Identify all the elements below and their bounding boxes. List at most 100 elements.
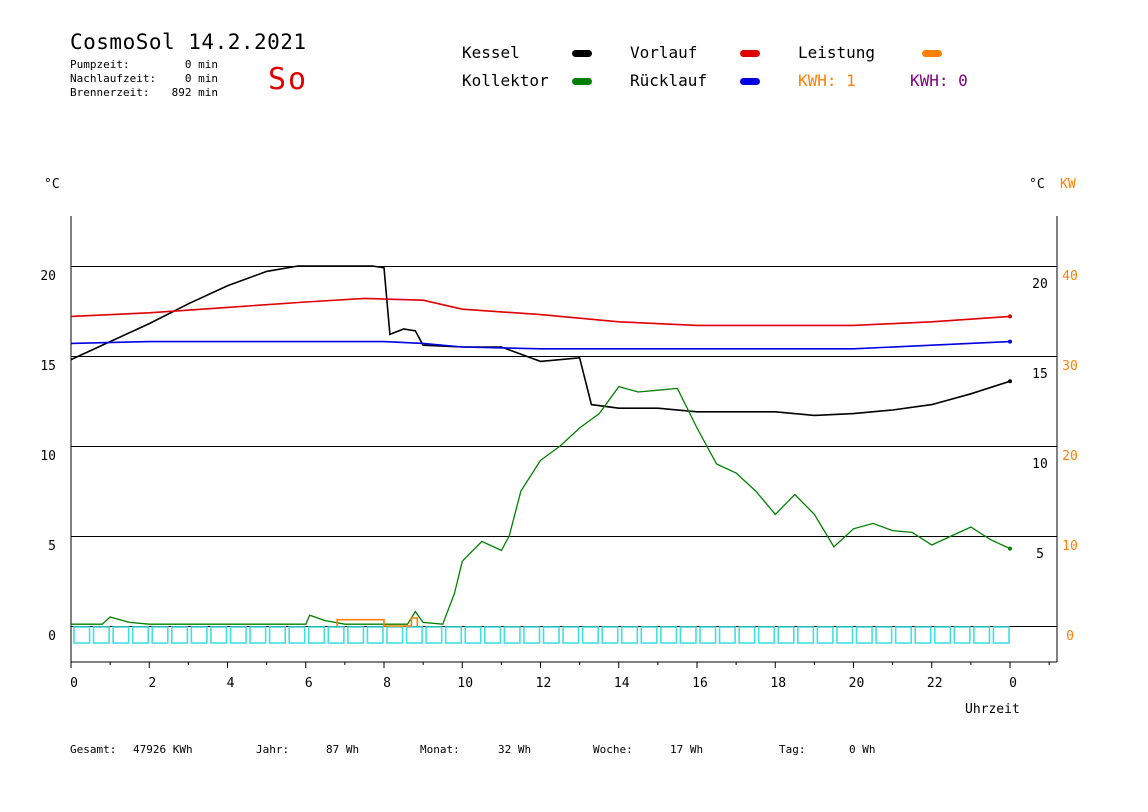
legend-swatch-leistung (922, 50, 942, 57)
series-line-kessel (70, 265, 1011, 417)
stat-label-brennerzeit: Brennerzeit: (70, 86, 150, 99)
day-label: So (268, 62, 309, 97)
left-tick-label: 10 (40, 449, 56, 464)
pump-cycle-mark (112, 626, 130, 644)
right-tick-label-c: 10 (1032, 457, 1048, 472)
series-line-kollektor (71, 385, 1011, 625)
x-tick-label: 18 (770, 676, 786, 691)
pump-cycle-mark (953, 626, 971, 644)
pump-cycle-mark (249, 626, 267, 644)
series-line-vorlauf (70, 297, 1011, 327)
pump-cycle-mark (386, 626, 404, 644)
stat-label-pumpzeit: Pumpzeit: (70, 58, 130, 71)
left-tick-label: 20 (40, 269, 56, 284)
pump-cycle-mark (660, 626, 678, 644)
legend-kwh-1: KWH: 1 (798, 71, 856, 90)
legend-vorlauf: Vorlauf (630, 43, 698, 62)
pump-cycle-mark (757, 626, 776, 644)
pump-cycle-mark (836, 626, 854, 644)
series-line-leistung (336, 617, 419, 627)
stat-value-pumpzeit: 0 min (184, 58, 218, 71)
legend-leistung: Leistung (798, 43, 876, 62)
pump-cycle-mark (797, 626, 815, 644)
pump-cycle-mark (699, 626, 717, 644)
pump-cycle-mark (503, 626, 521, 644)
pump-cycle-mark (894, 626, 912, 644)
pump-cycle-mark (542, 626, 560, 644)
footer-woche-value: 17 Wh (670, 743, 704, 756)
pump-cycle-mark (855, 626, 873, 644)
pump-cycle-mark (171, 626, 189, 644)
right-axis-unit-c: °C (1029, 177, 1045, 192)
legend-swatch-ruecklauf (740, 78, 760, 85)
x-tick-label: 4 (227, 676, 235, 691)
x-tick-label: 10 (457, 676, 473, 691)
footer-monat-value: 32 Wh (498, 743, 532, 756)
pump-cycle-mark (464, 626, 482, 644)
right-tick-label-kw: 20 (1062, 449, 1078, 464)
pump-cycle-mark (620, 626, 639, 644)
legend-swatch-vorlauf (740, 50, 760, 57)
footer-tag-value: 0 Wh (849, 743, 876, 756)
right-tick-label-c: 5 (1036, 547, 1044, 562)
footer-jahr-value: 87 Wh (326, 743, 360, 756)
x-tick-label: 0 (1009, 676, 1017, 691)
x-tick-label: 20 (849, 676, 865, 691)
legend-kwh-2: KWH: 0 (910, 71, 968, 90)
pump-cycle-mark (718, 626, 736, 644)
left-tick-label: 5 (48, 539, 56, 554)
right-axis-unit-kw: KW (1060, 177, 1076, 192)
x-axis-label: Uhrzeit (965, 702, 1020, 717)
right-tick-label-kw: 30 (1062, 359, 1078, 374)
pump-cycle-mark (992, 626, 1010, 644)
pump-cycle-mark (875, 626, 893, 644)
stat-value-brennerzeit: 892 min (171, 86, 218, 99)
legend-swatch-kollektor (572, 78, 592, 85)
pump-cycle-mark (601, 626, 619, 644)
pump-cycle-mark (268, 626, 286, 644)
pump-cycle-mark (307, 626, 326, 644)
right-tick-label-kw: 10 (1062, 539, 1078, 554)
pump-cycle-mark (816, 626, 834, 644)
legend-kollektor: Kollektor (462, 71, 549, 90)
pump-cycle-mark (190, 626, 208, 644)
pump-cycle-mark (73, 626, 91, 644)
pump-cycle-mark (92, 626, 110, 644)
left-axis-unit: °C (44, 177, 60, 192)
footer-jahr-label: Jahr: (256, 743, 290, 756)
pump-cycle-mark (151, 626, 169, 644)
x-tick-label: 0 (70, 676, 78, 691)
series-line-ruecklauf (70, 340, 1011, 350)
footer-woche-label: Woche: (593, 743, 633, 756)
stat-label-nachlaufzeit: Nachlaufzeit: (70, 72, 157, 85)
x-tick-label: 16 (692, 676, 708, 691)
legend-swatch-kessel (572, 50, 592, 57)
footer-tag-label: Tag: (779, 743, 806, 756)
legend-kessel: Kessel (462, 43, 520, 62)
footer-gesamt-value: 47926 KWh (133, 743, 193, 756)
pump-cycle-mark (914, 626, 932, 644)
pump-cycle-mark (405, 626, 423, 644)
left-tick-label: 0 (48, 629, 56, 644)
series-end-point-ruecklauf (1008, 339, 1012, 344)
series-end-point-vorlauf (1008, 314, 1012, 319)
x-tick-label: 6 (305, 676, 313, 691)
pump-cycle-mark (229, 626, 247, 644)
pump-cycle-mark (347, 626, 365, 644)
footer-monat-label: Monat: (420, 743, 460, 756)
pump-cycle-mark (777, 626, 795, 644)
pump-cycle-mark (484, 626, 502, 644)
pump-cycle-mark (679, 626, 697, 644)
footer-gesamt-label: Gesamt: (70, 743, 117, 756)
pump-cycle-mark (425, 626, 443, 644)
x-tick-label: 8 (383, 676, 391, 691)
x-tick-label: 14 (614, 676, 630, 691)
right-tick-label-kw: 0 (1066, 629, 1074, 644)
pump-cycle-mark (973, 626, 991, 644)
stat-value-nachlaufzeit: 0 min (184, 72, 218, 85)
left-tick-label: 15 (40, 359, 56, 374)
pump-cycle-mark (327, 626, 345, 644)
pump-cycle-mark (581, 626, 599, 644)
pump-cycle-mark (366, 626, 384, 644)
x-tick-label: 2 (148, 676, 156, 691)
